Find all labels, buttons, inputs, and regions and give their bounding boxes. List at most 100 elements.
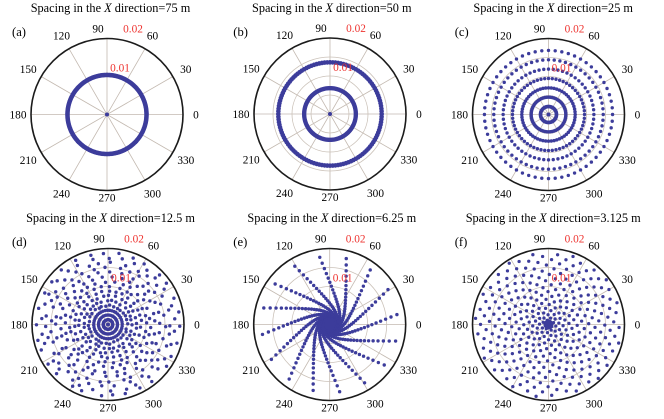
data-dot	[324, 271, 329, 275]
data-dot	[143, 313, 148, 317]
data-dot	[66, 369, 70, 373]
data-dot	[110, 365, 115, 369]
data-dot	[478, 322, 482, 326]
data-dot	[518, 382, 522, 386]
data-dot	[560, 155, 564, 160]
title-text: direction=12.5 m	[107, 210, 195, 225]
data-dot	[136, 298, 140, 303]
data-dot	[156, 310, 161, 314]
data-dot	[616, 340, 621, 345]
data-dot	[549, 327, 553, 332]
data-dot	[524, 162, 528, 167]
center-disk	[543, 319, 554, 329]
radial-tick-label-001: 0.01	[551, 272, 571, 284]
data-dot	[145, 350, 149, 354]
data-dot	[581, 343, 586, 348]
data-dot	[126, 295, 130, 300]
data-dot	[107, 284, 112, 288]
data-dot	[87, 326, 92, 330]
data-dot	[577, 330, 581, 334]
data-dot	[575, 345, 579, 349]
data-dot	[99, 284, 103, 288]
data-dot	[134, 382, 138, 387]
data-dot	[112, 339, 116, 343]
data-dot	[587, 76, 591, 80]
data-dot	[138, 324, 143, 329]
data-dot	[273, 281, 278, 286]
angle-tick-label: 330	[619, 365, 636, 377]
data-dot	[519, 65, 523, 69]
data-dot	[569, 326, 574, 330]
data-dot	[156, 366, 160, 371]
data-dot	[75, 337, 80, 341]
data-dot	[492, 118, 496, 122]
data-dot	[585, 135, 590, 139]
data-dot	[538, 148, 543, 152]
data-dot	[270, 357, 274, 361]
data-dot	[519, 76, 524, 80]
data-dot	[519, 316, 523, 320]
data-dot	[601, 112, 605, 117]
data-dot	[587, 131, 592, 135]
radial-labels: 0.01 0.02	[111, 233, 144, 284]
data-dot	[317, 289, 322, 293]
data-dot	[82, 315, 87, 319]
data-dot	[54, 289, 58, 293]
data-dot	[321, 344, 325, 349]
data-dot	[519, 160, 523, 164]
data-dot	[125, 289, 129, 294]
angle-tick-label: 180	[11, 319, 28, 331]
data-dot	[572, 118, 577, 122]
data-dot	[70, 277, 74, 282]
data-dot	[531, 342, 535, 347]
data-dot	[499, 140, 503, 144]
data-dot	[91, 387, 95, 391]
data-dot	[484, 327, 488, 331]
data-dot	[347, 347, 351, 351]
data-dot	[598, 329, 602, 334]
angle-tick-label: 180	[451, 110, 468, 122]
data-dot	[483, 126, 488, 130]
data-dot	[90, 277, 95, 282]
data-dot	[124, 349, 128, 353]
data-dot	[94, 347, 98, 351]
data-dot	[573, 149, 577, 153]
data-dot	[558, 358, 562, 362]
data-dot	[329, 283, 334, 288]
data-dot	[510, 384, 515, 388]
data-dot	[608, 297, 612, 301]
data-dot	[103, 318, 107, 323]
data-dot	[287, 376, 292, 381]
data-dot	[359, 338, 363, 342]
data-dot	[125, 336, 129, 340]
data-dot	[571, 332, 575, 336]
data-dot	[92, 267, 96, 271]
data-dot	[301, 272, 306, 277]
data-dot	[499, 327, 503, 331]
angle-tick-label: 300	[585, 398, 602, 410]
data-dot	[73, 331, 78, 335]
data-dot	[578, 352, 582, 356]
data-dot	[293, 319, 297, 323]
data-dot	[522, 139, 526, 143]
data-dot	[509, 153, 514, 157]
angle-tick-label: 240	[276, 188, 293, 200]
data-dot	[82, 306, 87, 311]
data-dot	[579, 293, 583, 298]
data-dot	[521, 104, 525, 109]
data-dot	[519, 356, 523, 361]
data-dot	[564, 267, 568, 271]
data-dot	[140, 349, 144, 353]
data-dot	[394, 338, 398, 343]
data-dot	[93, 307, 98, 311]
data-dot	[568, 62, 573, 67]
data-dot	[568, 283, 572, 287]
center-dot	[105, 112, 109, 117]
angle-tick-label: 300	[585, 188, 602, 200]
angle-tick-label: 30	[403, 274, 415, 286]
data-dot	[343, 301, 348, 305]
data-dot	[507, 90, 511, 94]
data-dot	[580, 123, 585, 128]
data-dot	[580, 82, 584, 86]
data-dot	[128, 379, 132, 383]
